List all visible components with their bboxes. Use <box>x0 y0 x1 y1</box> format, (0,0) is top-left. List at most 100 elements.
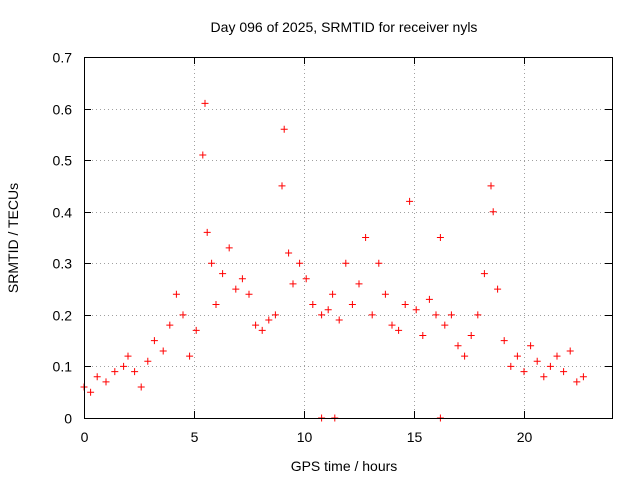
data-point <box>487 182 495 190</box>
data-point <box>208 259 216 267</box>
data-point <box>375 259 383 267</box>
y-tick-label: 0.6 <box>53 102 73 118</box>
y-tick-label: 0.1 <box>53 359 73 375</box>
data-point <box>412 306 420 314</box>
y-tick-label: 0.4 <box>53 205 73 221</box>
data-point <box>120 362 128 370</box>
data-point <box>500 337 508 345</box>
data-point <box>278 182 286 190</box>
data-point <box>318 311 326 319</box>
data-point <box>579 373 587 381</box>
data-point <box>342 259 350 267</box>
data-point <box>546 362 554 370</box>
data-point <box>454 342 462 350</box>
y-axis-title: SRMTID / TECUs <box>5 183 21 293</box>
data-point <box>252 321 260 329</box>
data-point <box>232 285 240 293</box>
data-point <box>447 311 455 319</box>
data-point <box>285 249 293 257</box>
data-point <box>203 228 211 236</box>
data-point <box>355 280 363 288</box>
data-point <box>212 301 220 309</box>
data-point <box>124 352 132 360</box>
data-point <box>406 197 414 205</box>
data-point <box>425 295 433 303</box>
tick-labels: 0 0.1 0.2 0.3 0.4 0.5 0.6 0.7 0 5 10 15 20 <box>53 50 533 446</box>
axis-ticks <box>84 57 612 419</box>
data-point <box>461 352 469 360</box>
data-point <box>111 368 119 376</box>
data-point <box>302 275 310 283</box>
data-point <box>348 301 356 309</box>
data-point <box>186 352 194 360</box>
data-point <box>93 373 101 381</box>
y-tick-label: 0.2 <box>53 308 73 324</box>
data-point <box>513 352 521 360</box>
data-point <box>289 280 297 288</box>
data-point <box>566 347 574 355</box>
data-point <box>166 321 174 329</box>
data-point <box>258 326 266 334</box>
data-point <box>225 244 233 252</box>
data-point <box>368 311 376 319</box>
data-point <box>419 331 427 339</box>
data-point <box>540 373 548 381</box>
data-point <box>362 234 370 241</box>
x-tick-label: 5 <box>191 429 199 445</box>
data-point <box>87 388 95 396</box>
x-tick-label: 10 <box>297 429 313 445</box>
data-point <box>520 368 528 376</box>
data-point <box>441 321 449 329</box>
data-point <box>159 347 167 355</box>
data-point <box>280 125 288 133</box>
data-point <box>271 311 279 319</box>
data-point <box>329 290 337 298</box>
data-point <box>388 321 396 329</box>
x-tick-label: 0 <box>81 429 89 445</box>
data-point <box>480 270 488 278</box>
data-point <box>144 357 152 365</box>
y-tick-label: 0.3 <box>53 256 73 272</box>
y-tick-label: 0.7 <box>53 50 73 66</box>
data-point <box>335 316 343 324</box>
data-point <box>401 301 409 309</box>
data-point <box>201 99 209 107</box>
data-point <box>150 337 158 345</box>
data-point <box>467 331 475 339</box>
plot-frame <box>84 57 613 419</box>
data-point <box>507 362 515 370</box>
data-point <box>395 326 403 334</box>
x-axis-title: GPS time / hours <box>291 458 398 474</box>
data-point <box>265 316 273 324</box>
data-point <box>219 270 227 278</box>
data-point <box>245 290 253 298</box>
data-point <box>527 342 535 350</box>
data-series <box>80 99 587 422</box>
data-point <box>172 290 180 298</box>
data-point <box>494 285 502 293</box>
data-point <box>179 311 187 319</box>
data-point <box>296 259 304 267</box>
x-tick-label: 20 <box>517 429 533 445</box>
data-point <box>137 383 145 391</box>
y-tick-label: 0 <box>64 411 72 427</box>
data-point <box>436 234 444 241</box>
data-point <box>199 151 207 159</box>
data-point <box>533 357 541 365</box>
data-point <box>131 368 139 376</box>
data-point <box>573 378 581 386</box>
data-point <box>102 378 110 386</box>
data-point <box>560 368 568 376</box>
data-point <box>192 326 200 334</box>
x-tick-label: 15 <box>407 429 423 445</box>
y-tick-label: 0.5 <box>53 153 73 169</box>
chart-title: Day 096 of 2025, SRMTID for receiver nyl… <box>211 19 478 35</box>
data-point <box>489 208 497 216</box>
data-point <box>309 301 317 309</box>
grid <box>84 57 612 418</box>
data-point <box>553 352 561 360</box>
data-point <box>381 290 389 298</box>
data-point <box>474 311 482 319</box>
data-point <box>324 306 332 314</box>
